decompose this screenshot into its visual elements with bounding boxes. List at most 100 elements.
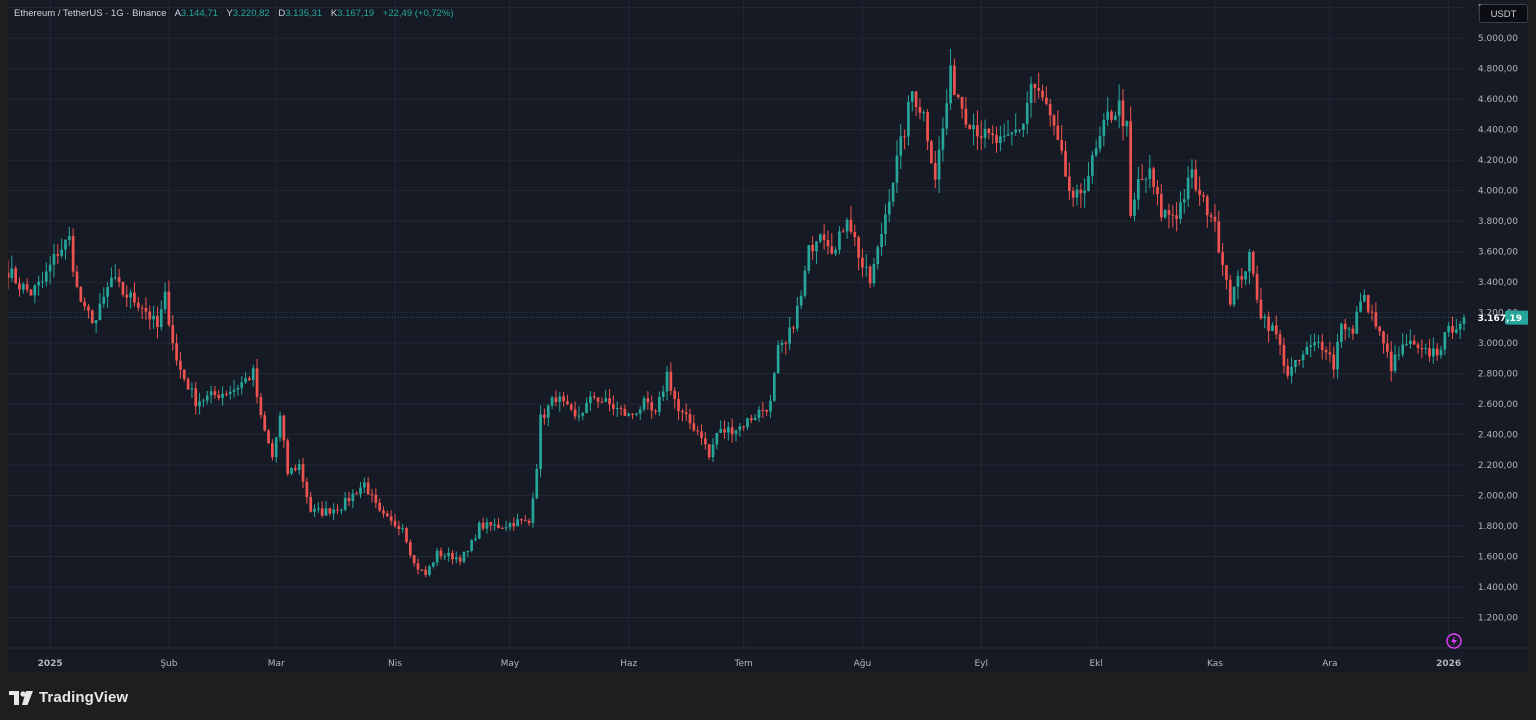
candle-body [71,236,75,272]
candle-body [757,409,761,418]
candle-body [416,563,420,570]
candle-body [90,310,94,324]
currency-button[interactable]: USDT [1479,4,1528,23]
x-tick-label: Eyl [974,659,988,669]
x-tick-label: Kas [1207,659,1223,669]
candle-body [1205,196,1209,216]
candle-body [1071,190,1075,198]
candle-body [983,128,987,138]
candle-body [1290,366,1293,376]
candle-body [1068,176,1071,191]
candle-body [271,443,274,458]
candle-body [569,404,573,410]
candle-body [378,502,382,511]
candle-body [550,397,554,406]
candle-body [1386,343,1389,352]
candle-body [1340,323,1343,342]
candle-body [447,552,450,556]
x-tick-label: Tem [734,659,753,669]
candle-body [1217,221,1221,253]
candle-body [1075,189,1079,198]
candle-body [1251,251,1255,274]
candle-body [1320,341,1324,351]
candle-body [612,404,615,409]
candle-body [1244,271,1247,280]
low-value: 3.135,31 [285,8,323,19]
x-tick-label: Şub [160,659,177,669]
candle-body [25,284,29,290]
candle-body [1401,344,1405,355]
candle-body [918,107,922,113]
candle-body [382,510,385,514]
candle-body [1156,186,1159,195]
candle-body [1140,179,1144,181]
y-tick-label: 4.600,00 [1478,95,1518,105]
y-tick-label: 4.000,00 [1478,187,1518,197]
close-label: K [330,8,338,19]
candle-body [1259,299,1263,319]
candle-body [1282,344,1286,366]
candle-body [562,396,565,402]
candle-body [1090,155,1094,176]
candle-body [631,413,634,415]
candle-body [772,373,776,401]
candle-body [1190,169,1194,178]
candle-body [56,254,60,256]
candle-body [343,497,347,510]
candle-body [600,401,604,403]
candle-body [41,281,44,283]
brand-name: TradingView [39,689,129,706]
candle-body [1159,194,1163,218]
candle-body [822,234,826,240]
candle-body [872,264,876,284]
chart-area[interactable]: 1.200,00 1.400,00 1.600,00 1.800,00 2.000,00… [8,0,1528,672]
tradingview-brand[interactable]: TradingView [9,689,128,706]
candle-body [1271,325,1274,331]
candle-body [1428,348,1431,357]
candle-body [1355,311,1359,334]
y-tick-label: 4.400,00 [1478,126,1518,136]
candle-body [761,409,765,411]
y-tick-label: 2.800,00 [1478,370,1518,380]
candle-body [1462,317,1466,324]
candle-body [891,182,895,202]
candle-body [566,401,569,405]
candle-body [642,398,646,410]
candle-body [1297,359,1301,361]
last-price-label: 3.167,19 [1478,314,1522,324]
candle-body [1347,328,1351,330]
candle-body [1167,210,1171,215]
candle-body [94,320,98,324]
candle-body [895,155,899,183]
candle-body [527,520,531,523]
candle-body [1439,349,1443,356]
candle-body [374,494,378,503]
change-value: +22,49 (+0,72%) [382,8,454,19]
candle-body [267,430,270,444]
candle-body [734,430,738,435]
candle-body [1382,331,1385,344]
candle-body [937,149,941,180]
candle-body [512,523,516,527]
candle-body [726,427,730,433]
close-value: 3.167,19 [337,8,375,19]
candle-body [880,234,883,248]
tradingview-logo-icon [9,690,33,705]
candle-body [1117,100,1121,116]
candle-body [470,540,473,551]
candle-body [274,437,278,458]
candle-body [1405,344,1408,346]
candle-body [152,315,155,320]
candle-body [696,430,700,432]
candle-body [232,389,236,392]
price-chart[interactable]: 1.200,00 1.400,00 1.600,00 1.800,00 2.000,00… [8,0,1528,672]
candle-body [508,523,512,528]
candle-body [493,524,496,526]
candle-body [14,268,18,284]
y-tick-label: 1.600,00 [1478,553,1518,563]
candle-body [397,525,401,530]
candle-body [1041,90,1044,98]
candle-body [1136,179,1140,200]
candle-body [910,91,914,102]
candle-body [1102,119,1106,137]
